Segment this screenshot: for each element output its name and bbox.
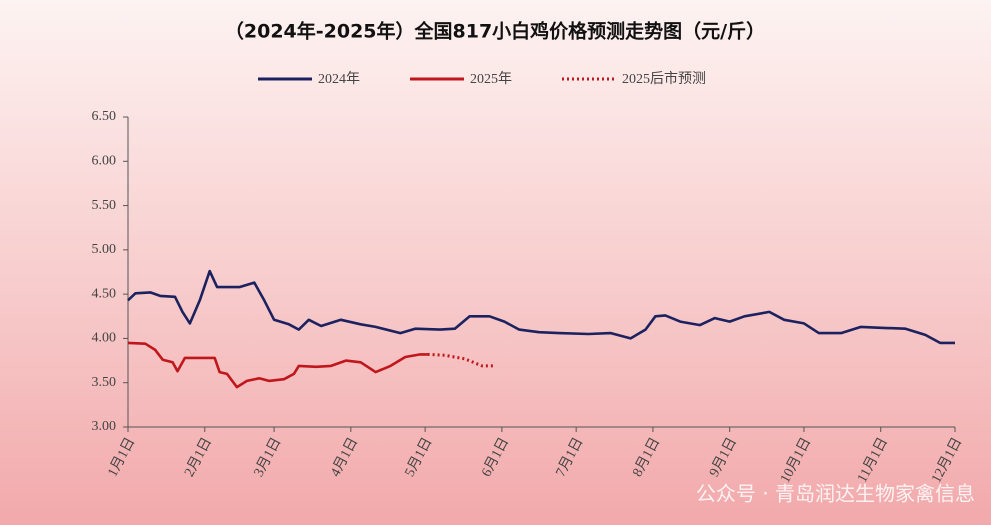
y-tick-label: 4.50 bbox=[92, 286, 117, 301]
y-tick-label: 3.50 bbox=[92, 375, 117, 390]
y-tick-label: 6.00 bbox=[92, 154, 117, 169]
y-tick-label: 3.00 bbox=[92, 419, 117, 434]
y-tick-label: 5.00 bbox=[92, 242, 117, 257]
series-line bbox=[127, 269, 955, 345]
y-tick-label: 6.50 bbox=[92, 109, 117, 124]
chart-title: （2024年-2025年）全国817小白鸡价格预测走势图（元/斤） bbox=[225, 20, 765, 43]
series-line bbox=[127, 341, 428, 389]
legend-label: 2025年 bbox=[470, 71, 512, 87]
y-tick-label: 4.00 bbox=[92, 331, 117, 346]
series-line bbox=[427, 352, 495, 368]
legend-label: 2024年 bbox=[318, 71, 360, 87]
watermark: 公众号 · 青岛润达生物家禽信息 bbox=[696, 482, 975, 506]
legend-label: 2025后市预测 bbox=[622, 70, 706, 87]
y-tick-label: 5.50 bbox=[92, 198, 117, 213]
